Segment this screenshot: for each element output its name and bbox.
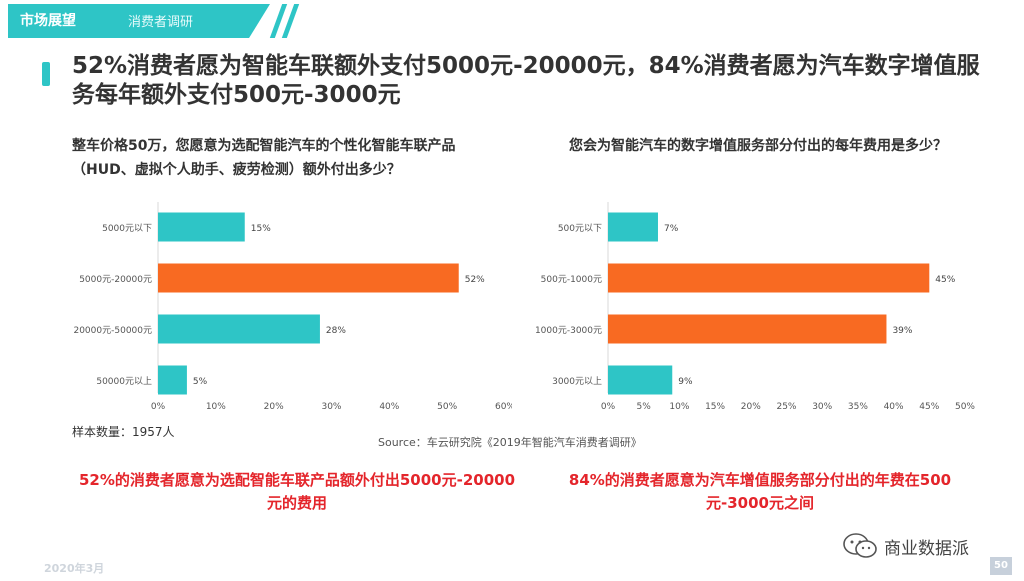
section-header-tab: [8, 4, 270, 38]
bar-value-label: 9%: [678, 377, 693, 387]
x-tick-label: 30%: [812, 402, 832, 412]
bar-value-label: 45%: [935, 275, 955, 285]
bar: [158, 314, 320, 344]
category-label: 3000元以上: [552, 376, 602, 387]
x-tick-label: 50%: [437, 402, 457, 412]
bar: [608, 212, 658, 242]
bar: [158, 365, 187, 395]
x-tick-label: 10%: [206, 402, 226, 412]
wechat-account-name: 商业数据派: [884, 538, 969, 559]
x-tick-label: 40%: [884, 402, 904, 412]
x-tick-label: 60%: [495, 402, 512, 412]
footer-date: 2020年3月: [44, 562, 105, 575]
bar-value-label: 39%: [892, 326, 912, 336]
left-conclusion: 52%的消费者愿意为选配智能车联产品额外付出5000元-20000元的费用: [78, 471, 516, 512]
category-label: 1000元-3000元: [535, 326, 602, 336]
sample-size: 样本数量：1957人: [72, 425, 175, 439]
x-tick-label: 10%: [669, 402, 689, 412]
x-tick-label: 30%: [321, 402, 341, 412]
right-conclusion: 84%的消费者愿意为汽车增值服务部分付出的年费在500元-3000元之间: [568, 471, 952, 512]
left-bar-chart: 5000元以下 15% 5000元-20000元 52% 20000元-50000元 28…: [73, 202, 512, 412]
category-label: 5000元以下: [102, 224, 152, 234]
category-label: 20000元-50000元: [73, 326, 152, 336]
section-label: 市场展望: [20, 13, 76, 29]
x-tick-label: 50%: [955, 402, 975, 412]
bar: [158, 263, 459, 293]
x-tick-label: 20%: [741, 402, 761, 412]
category-label: 500元以下: [558, 224, 602, 234]
x-tick-label: 15%: [705, 402, 725, 412]
bar: [608, 365, 673, 395]
right-bar-chart: 500元以下 7% 500元-1000元 45% 1000元-3000元 39% 3000元…: [535, 202, 975, 412]
bar-value-label: 7%: [664, 224, 679, 234]
right-chart-question: 您会为智能汽车的数字增值服务部分付出的每年费用是多少？: [569, 138, 947, 154]
bar-value-label: 5%: [193, 377, 208, 387]
wechat-badge: 商业数据派: [842, 532, 969, 560]
source-note: Source：车云研究院《2019年智能汽车消费者调研》: [378, 436, 642, 449]
category-label: 5000元-20000元: [79, 275, 152, 285]
x-tick-label: 35%: [848, 402, 868, 412]
title-accent-bar: [42, 62, 50, 86]
wechat-icon: [843, 533, 877, 558]
left-chart-question: 整车价格50万，您愿意为选配智能汽车的个性化智能车联产品（HUD、虚拟个人助手、…: [72, 138, 456, 178]
bar: [158, 212, 245, 242]
x-tick-label: 5%: [637, 402, 652, 412]
x-tick-label: 20%: [264, 402, 284, 412]
bar-value-label: 52%: [465, 275, 485, 285]
x-tick-label: 40%: [379, 402, 399, 412]
x-tick-label: 25%: [776, 402, 796, 412]
category-label: 500元-1000元: [541, 275, 602, 285]
bar: [608, 263, 930, 293]
page-title: 52%消费者愿为智能车联额外支付5000元-20000元，84%消费者愿为汽车数…: [72, 53, 980, 108]
subsection-label: 消费者调研: [128, 15, 194, 30]
page-number: 50: [990, 557, 1012, 575]
bar-value-label: 28%: [326, 326, 346, 336]
x-tick-label: 45%: [919, 402, 939, 412]
x-tick-label: 0%: [601, 402, 616, 412]
bar: [608, 314, 887, 344]
bar-value-label: 15%: [251, 224, 271, 234]
category-label: 50000元以上: [96, 376, 152, 387]
x-tick-label: 0%: [151, 402, 166, 412]
